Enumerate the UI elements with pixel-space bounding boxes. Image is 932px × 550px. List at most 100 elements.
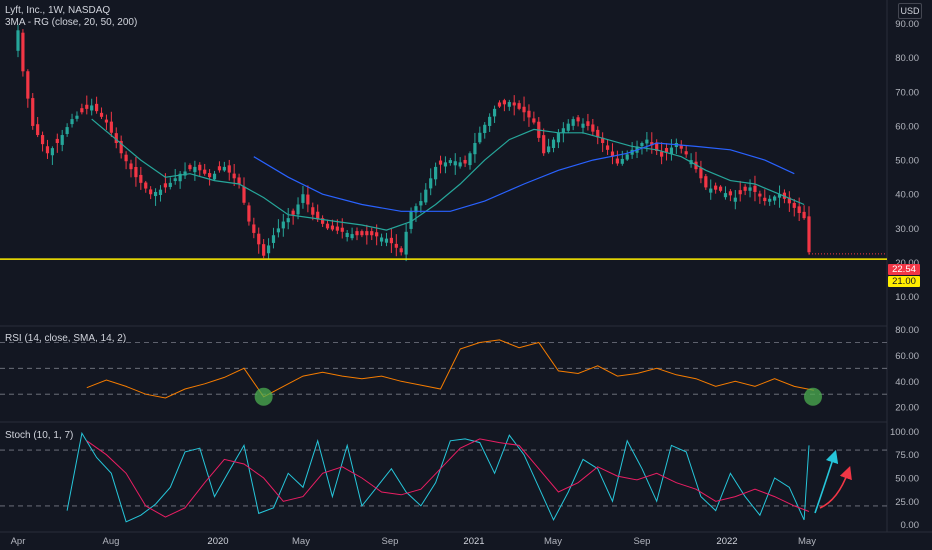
candle xyxy=(330,225,335,230)
candle xyxy=(173,178,177,182)
candle xyxy=(178,173,182,182)
candle xyxy=(522,106,526,113)
stoch-tick-label: 50.00 xyxy=(895,474,919,485)
candle xyxy=(478,132,482,143)
candle xyxy=(483,124,487,133)
candle xyxy=(26,71,30,99)
candle xyxy=(203,169,207,174)
candle xyxy=(168,182,172,187)
candle xyxy=(31,98,35,126)
candle xyxy=(375,232,379,237)
candle xyxy=(743,186,747,191)
candle xyxy=(630,149,634,155)
candle xyxy=(257,233,261,245)
candle xyxy=(124,154,128,162)
price-tick-label: 30.00 xyxy=(895,224,919,235)
stoch-tick-label: 75.00 xyxy=(895,450,919,461)
support-price-tag: 21.00 xyxy=(888,276,920,287)
stoch-d-line xyxy=(86,438,810,518)
candle xyxy=(797,206,801,214)
candle xyxy=(419,201,423,206)
candle xyxy=(581,123,585,128)
candle xyxy=(335,226,339,231)
candle xyxy=(193,166,197,173)
candle xyxy=(532,118,536,123)
candle xyxy=(605,145,610,150)
candle xyxy=(198,164,202,171)
candle xyxy=(129,163,133,170)
currency-button[interactable]: USD xyxy=(898,3,922,19)
candle xyxy=(306,194,310,205)
candle xyxy=(596,129,600,138)
candle xyxy=(640,143,644,147)
candle xyxy=(512,102,516,106)
candle xyxy=(104,119,109,123)
candle xyxy=(325,223,330,229)
candle xyxy=(507,102,511,107)
candle xyxy=(227,165,231,173)
candle xyxy=(492,108,497,117)
rsi-legend: RSI (14, close, SMA, 14, 2) xyxy=(5,333,127,344)
candle xyxy=(40,135,45,145)
candle xyxy=(566,123,570,131)
up-arrow-annotation xyxy=(819,465,852,509)
candle xyxy=(679,145,683,149)
rsi-tick-label: 60.00 xyxy=(895,351,919,362)
candle xyxy=(316,211,320,220)
candle xyxy=(429,178,433,189)
time-tick-label: Aug xyxy=(103,536,120,547)
candle xyxy=(286,218,290,223)
time-tick-label: May xyxy=(798,536,816,547)
candle xyxy=(45,146,50,154)
candle xyxy=(655,142,659,151)
candle xyxy=(438,160,443,165)
candle xyxy=(768,198,772,202)
candle xyxy=(345,232,349,238)
candle xyxy=(85,104,89,109)
candle xyxy=(733,197,737,202)
candle xyxy=(660,151,664,157)
time-tick-label: May xyxy=(292,536,310,547)
candle xyxy=(262,244,266,256)
candle xyxy=(458,162,462,167)
symbol-legend: Lyft, Inc., 1W, NASDAQ 3MA - RG (close, … xyxy=(5,5,137,29)
candle xyxy=(723,193,728,198)
candle xyxy=(355,231,359,236)
candle xyxy=(753,185,757,192)
candle xyxy=(625,154,629,160)
stoch-tick-label: 25.00 xyxy=(895,497,919,508)
price-tick-label: 70.00 xyxy=(895,87,919,98)
time-tick-label: 2022 xyxy=(716,536,737,547)
candle xyxy=(350,234,354,239)
candle xyxy=(556,132,561,143)
candle xyxy=(527,110,531,118)
candle xyxy=(217,166,222,171)
candle xyxy=(60,135,64,145)
candle xyxy=(610,151,615,157)
candle xyxy=(109,121,113,133)
candle xyxy=(360,231,364,236)
candle xyxy=(763,197,767,202)
candle xyxy=(792,202,796,208)
candle xyxy=(409,211,413,229)
candle xyxy=(807,216,811,253)
price-tick-label: 80.00 xyxy=(895,53,919,64)
candle xyxy=(75,115,79,119)
rsi-tick-label: 20.00 xyxy=(895,403,919,414)
candle xyxy=(183,171,187,176)
candle xyxy=(153,191,158,197)
up-arrow-annotation xyxy=(814,449,839,514)
price-tick-label: 50.00 xyxy=(895,156,919,167)
rsi-line xyxy=(86,339,814,399)
candle xyxy=(561,128,565,133)
candle xyxy=(645,139,649,144)
candle xyxy=(384,238,389,243)
candle xyxy=(414,206,418,213)
candle xyxy=(728,191,732,196)
rsi-tick-label: 40.00 xyxy=(895,377,919,388)
candle xyxy=(266,245,271,254)
candle xyxy=(547,146,551,153)
candle xyxy=(488,116,492,126)
indicator-label: 3MA - RG (close, 20, 50, 200) xyxy=(5,17,138,28)
